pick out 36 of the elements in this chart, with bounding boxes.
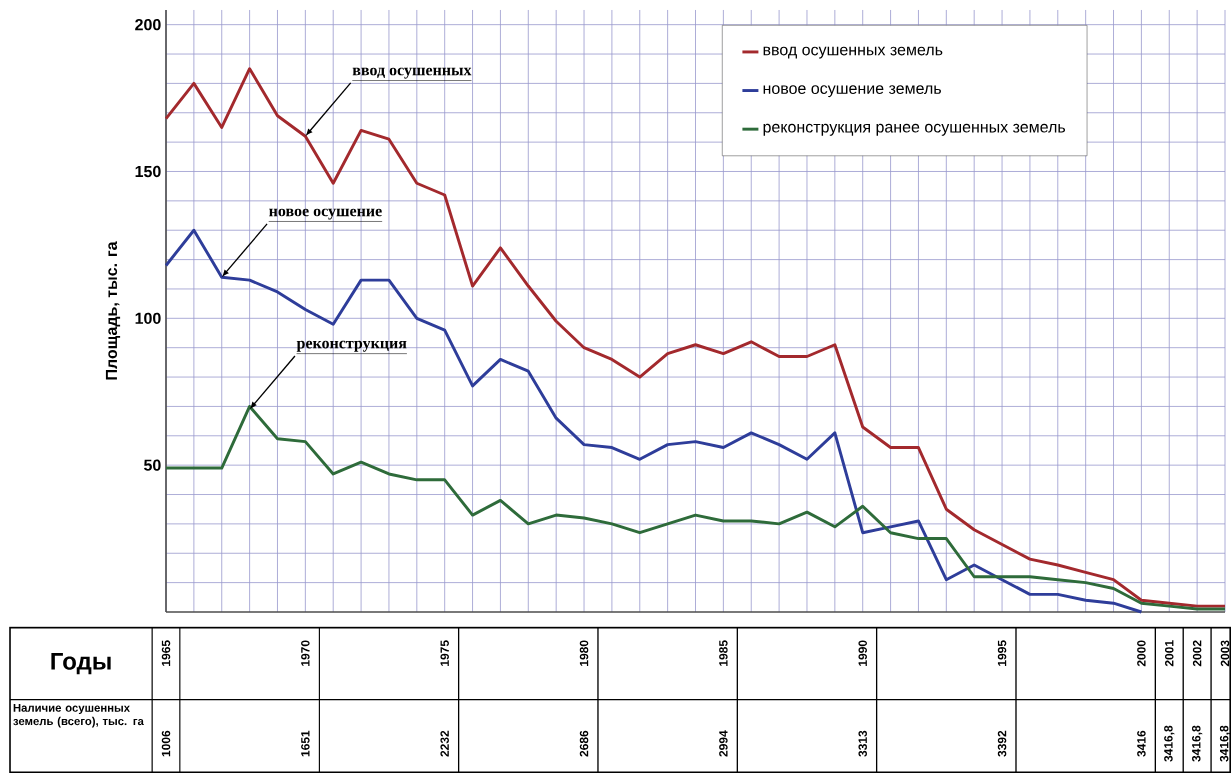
x-tick-label: 1990	[858, 640, 867, 666]
y-axis-title: Площадь, тыс. га	[105, 241, 121, 380]
text: 3392	[997, 730, 1007, 757]
text: Наличие осушенных земель (всего), тыс. га	[13, 703, 144, 728]
annotation: реконструкция	[296, 340, 407, 352]
text: 3416,8	[1219, 725, 1231, 762]
x-tick-label: 1965	[161, 640, 171, 666]
annotation: новое осушение	[269, 208, 382, 220]
legend-label: ввод осушенных земель	[763, 46, 943, 59]
x-tick-label: 2002	[1192, 640, 1202, 667]
text: 3313	[858, 730, 867, 757]
legend-label: реконструкция ранее осушенных земель	[763, 123, 1066, 136]
x-tick-label: 1985	[719, 640, 728, 666]
x-tick-label: 1995	[997, 640, 1007, 666]
text: 3416,8	[1164, 725, 1175, 762]
x-tick-label: 1980	[579, 640, 589, 666]
y-tick-label: 200	[135, 19, 161, 31]
annotation: ввод осушенных	[352, 67, 472, 79]
x-tick-label: 2000	[1137, 640, 1146, 667]
x-tick-label: 2003	[1220, 640, 1230, 667]
y-tick-label: 100	[135, 312, 161, 324]
text: 1006	[161, 730, 171, 757]
text: 2232	[440, 730, 449, 757]
line-series	[164, 228, 1143, 614]
y-tick-label: 150	[135, 165, 161, 178]
x-tick-label: 1975	[440, 640, 449, 666]
text: 1651	[301, 730, 310, 757]
y-tick-label: 50	[144, 459, 161, 471]
text: 3416	[1137, 730, 1146, 757]
legend-label: новое осушение земель	[763, 85, 941, 98]
text: 2686	[579, 730, 589, 757]
x-tick-label: 1970	[301, 640, 310, 666]
x-tick-label: 2001	[1165, 640, 1174, 667]
text: 3416,8	[1192, 725, 1203, 762]
text: 2994	[719, 730, 728, 757]
x-axis-title: Годы	[51, 653, 111, 675]
